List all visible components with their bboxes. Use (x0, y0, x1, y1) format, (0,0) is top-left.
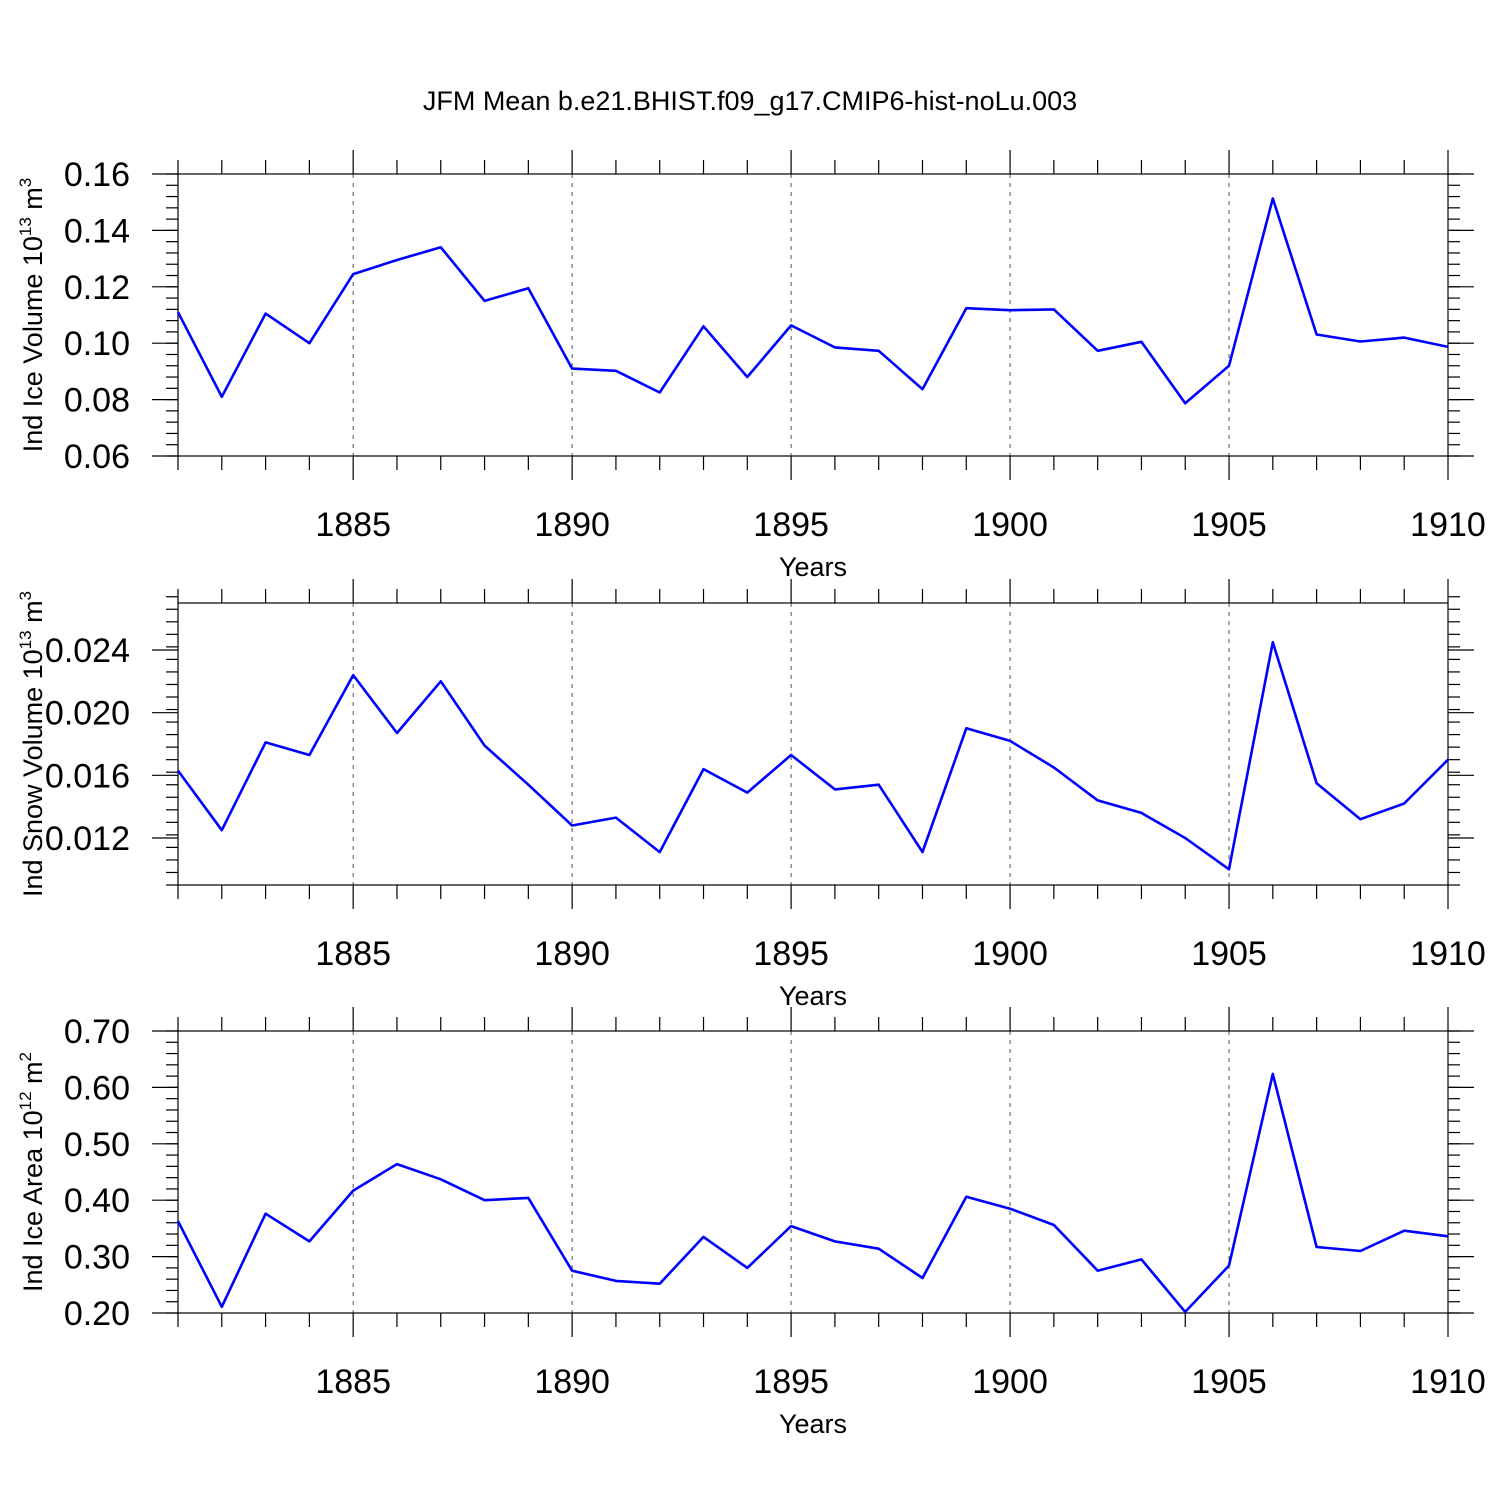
y-tick-label: 0.14 (64, 212, 130, 250)
x-tick-label: 1900 (972, 506, 1048, 544)
x-tick-label: 1890 (534, 1363, 610, 1401)
series-line (176, 197, 1449, 405)
y-tick-label: 0.020 (45, 695, 130, 733)
plot-frame (177, 173, 1449, 457)
x-tick-label: 1900 (972, 935, 1048, 973)
y-tick-label: 0.60 (64, 1069, 130, 1107)
y-axis-title: Ind Ice Volume 1013 m3 (16, 178, 48, 453)
x-tick-label: 1905 (1191, 935, 1267, 973)
x-axis-title: Years (779, 981, 847, 1011)
x-tick-label: 1890 (534, 935, 610, 973)
panel-1: 0.06 0.08 0.10 0.12 0.14 0.16 1885 1890 1895 1900… (16, 150, 1486, 582)
x-tick-label: 1910 (1410, 935, 1486, 973)
x-tick-label: 1895 (753, 935, 829, 973)
y-tick-label: 0.30 (64, 1239, 130, 1277)
x-axis-title: Years (779, 552, 847, 582)
y-tick-label: 0.16 (64, 156, 130, 194)
y-tick-label: 0.08 (64, 382, 130, 420)
plot-frame (177, 602, 1449, 886)
x-tick-label: 1905 (1191, 506, 1267, 544)
series-line (176, 640, 1449, 871)
panel-2: 0.012 0.016 0.020 0.024 1885 1890 1895 1900 1905… (16, 579, 1486, 1011)
y-tick-label: 0.06 (64, 438, 130, 476)
x-tick-label: 1890 (534, 506, 610, 544)
y-tick-label: 0.20 (64, 1295, 130, 1333)
y-tick-label: 0.016 (45, 757, 130, 795)
x-tick-label: 1895 (753, 1363, 829, 1401)
y-tick-label: 0.10 (64, 325, 130, 363)
y-axis-title: Ind Ice Area 1012 m2 (16, 1052, 48, 1292)
y-tick-label: 0.12 (64, 269, 130, 307)
chart-title: JFM Mean b.e21.BHIST.f09_g17.CMIP6-hist-… (423, 86, 1077, 116)
x-tick-label: 1895 (753, 506, 829, 544)
y-tick-label: 0.40 (64, 1182, 130, 1220)
plot-frame (177, 1030, 1449, 1314)
x-tick-label: 1910 (1410, 1363, 1486, 1401)
x-tick-label: 1910 (1410, 506, 1486, 544)
series-line (176, 1072, 1449, 1314)
panels: 0.06 0.08 0.10 0.12 0.14 0.16 1885 1890 1895 1900… (16, 150, 1486, 1439)
y-tick-label: 0.50 (64, 1126, 130, 1164)
y-axis-title: Ind Snow Volume 1013 m3 (16, 591, 48, 897)
x-axis-title: Years (779, 1409, 847, 1439)
panel-3: 0.20 0.30 0.40 0.50 0.60 0.70 1885 1890 1895 1900… (16, 1007, 1486, 1439)
x-tick-label: 1900 (972, 1363, 1048, 1401)
y-tick-label: 0.012 (45, 820, 130, 858)
y-tick-label: 0.70 (64, 1013, 130, 1051)
x-tick-label: 1885 (315, 935, 391, 973)
x-tick-label: 1905 (1191, 1363, 1267, 1401)
y-tick-label: 0.024 (45, 632, 130, 670)
x-tick-label: 1885 (315, 506, 391, 544)
x-tick-label: 1885 (315, 1363, 391, 1401)
